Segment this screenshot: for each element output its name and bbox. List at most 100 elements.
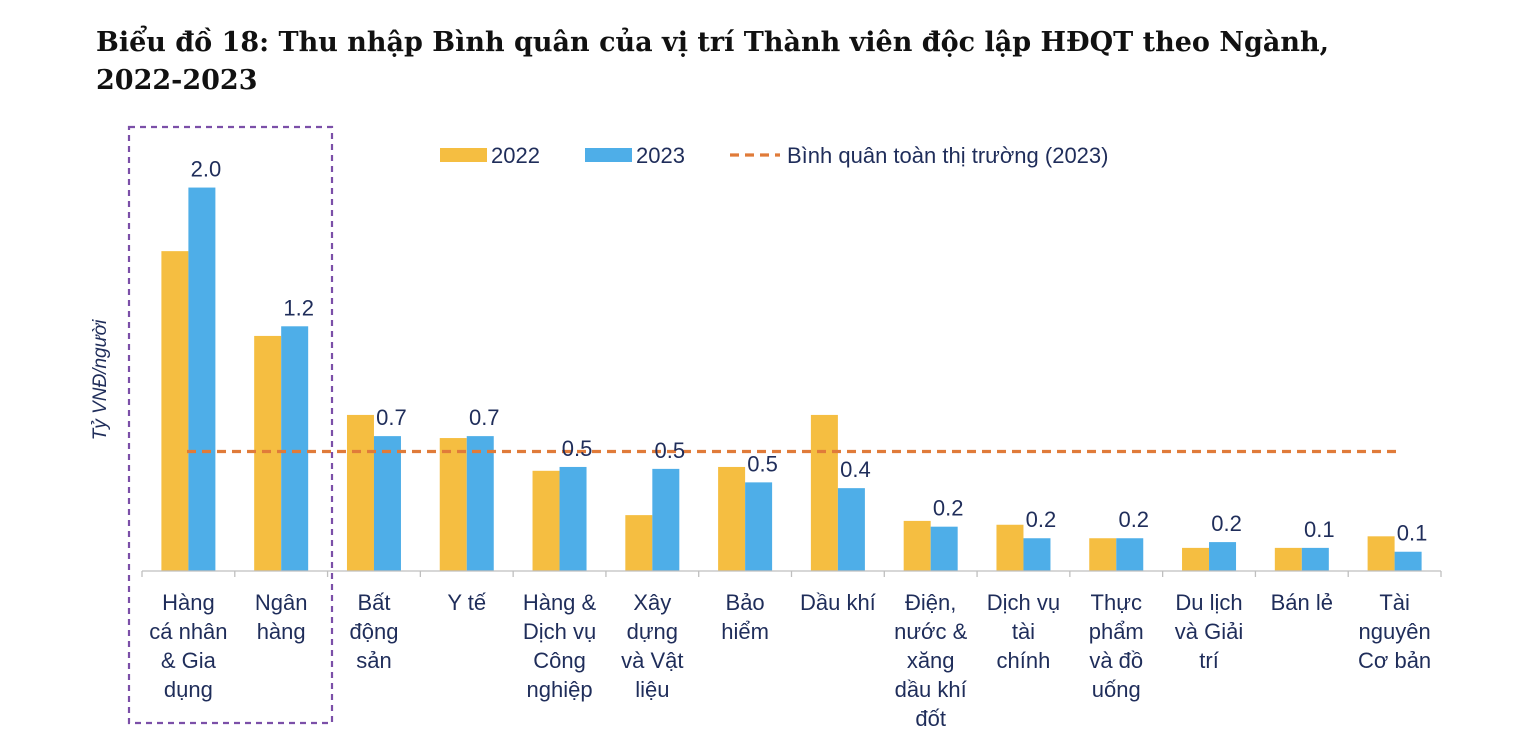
data-label-2023-5: 0.5: [655, 438, 686, 463]
category-label-line: Dịch vụ: [523, 619, 596, 644]
category-label-0: Hàng cá nhân & Gia dụng: [149, 590, 227, 702]
category-label-line: Hàng &: [523, 590, 597, 615]
bar-2023-13: [1394, 551, 1422, 571]
data-label-2023-10: 0.2: [1118, 507, 1149, 532]
category-label-line: Hàng: [162, 590, 215, 615]
category-label-5: Xây dựng và Vật liệu: [621, 590, 683, 702]
category-label-4: Hàng & Dịch vụ Công nghiệp: [523, 590, 597, 702]
category-label-10: Thực phẩm và đồ uống: [1089, 590, 1144, 702]
bar-2023-1: [281, 326, 309, 571]
category-label-line: nghiệp: [526, 677, 592, 702]
category-label-line: nước &: [894, 619, 968, 644]
category-label-line: Dịch vụ: [987, 590, 1060, 615]
data-label-2023-4: 0.5: [562, 436, 593, 461]
category-label-line: tài: [1012, 619, 1035, 644]
data-label-2023-11: 0.2: [1211, 511, 1242, 536]
category-label-line: Du lịch: [1175, 590, 1242, 615]
category-label-line: Dầu khí: [800, 590, 876, 615]
category-label-12: Bán lẻ: [1271, 590, 1333, 615]
bar-2023-10: [1116, 538, 1144, 571]
bar-2022-13: [1367, 536, 1395, 571]
chart-title-line2: 2022-2023: [96, 65, 258, 96]
category-label-line: Ngân: [255, 590, 308, 615]
bar-2022-11: [1182, 547, 1210, 571]
data-label-2023-0: 2.0: [191, 157, 222, 182]
category-label-9: Dịch vụ tài chính: [987, 590, 1060, 673]
category-label-line: Bảo: [726, 590, 765, 615]
highlight-box: [127, 125, 334, 725]
legend-label-reference: Bình quân toàn thị trường (2023): [787, 143, 1108, 168]
category-label-line: Công: [533, 648, 586, 673]
category-label-line: và Giải: [1175, 619, 1243, 644]
bar-2022-9: [996, 524, 1024, 571]
bar-2022-12: [1274, 547, 1302, 571]
bar-2023-4: [559, 466, 587, 571]
bar-2023-8: [930, 526, 958, 571]
data-label-2023-7: 0.4: [840, 457, 871, 482]
category-label-line: Bất: [357, 590, 390, 615]
category-label-line: Thực: [1091, 590, 1142, 615]
data-label-2023-12: 0.1: [1304, 517, 1335, 542]
category-label-line: Cơ bản: [1358, 648, 1431, 673]
bar-2022-0: [161, 251, 189, 571]
bar-2022-6: [718, 466, 746, 571]
bar-2023-6: [745, 482, 773, 571]
bar-2023-3: [466, 436, 494, 571]
category-label-line: dựng: [627, 619, 678, 644]
category-label-line: đốt: [915, 706, 946, 731]
data-label-2023-3: 0.7: [469, 405, 500, 430]
bar-2022-3: [439, 438, 467, 571]
bar-2022-10: [1089, 538, 1117, 571]
category-label-line: & Gia: [161, 648, 217, 673]
category-label-line: cá nhân: [149, 619, 227, 644]
data-label-2023-2: 0.7: [376, 405, 407, 430]
category-label-line: dầu khí: [895, 677, 967, 702]
bar-2023-5: [652, 468, 680, 571]
legend-swatch-2022: [440, 148, 487, 162]
bar-2023-9: [1023, 538, 1051, 571]
category-label-line: Tài: [1379, 590, 1410, 615]
bar-2022-1: [254, 335, 282, 571]
category-label-line: trí: [1199, 648, 1219, 673]
category-label-3: Y tế: [447, 590, 486, 615]
bar-2023-2: [373, 436, 401, 571]
category-label-line: và đồ: [1089, 648, 1143, 673]
category-label-line: nguyên: [1359, 619, 1431, 644]
chart-title: Biểu đồ 18: Thu nhập Bình quân của vị tr…: [96, 24, 1396, 100]
category-label-line: Y tế: [447, 590, 486, 615]
chart-title-line1: Biểu đồ 18: Thu nhập Bình quân của vị tr…: [96, 27, 1330, 58]
bar-2022-4: [532, 470, 560, 571]
category-label-2: Bất động sản: [349, 590, 398, 673]
data-label-2023-13: 0.1: [1397, 521, 1428, 546]
category-label-13: Tài nguyên Cơ bản: [1358, 590, 1431, 673]
bar-2022-5: [625, 515, 653, 571]
data-label-2023-8: 0.2: [933, 496, 964, 521]
category-label-line: xăng: [907, 648, 955, 673]
category-label-7: Dầu khí: [800, 590, 876, 615]
category-label-line: chính: [997, 648, 1051, 673]
category-label-line: hiểm: [721, 619, 769, 644]
category-label-11: Du lịch và Giải trí: [1175, 590, 1243, 673]
bar-2022-2: [346, 414, 374, 571]
legend-swatch-2023: [585, 148, 632, 162]
bar-2023-12: [1301, 547, 1329, 571]
category-label-line: Xây: [633, 590, 671, 615]
category-label-line: phẩm: [1089, 619, 1144, 644]
category-label-line: sản: [356, 648, 391, 673]
data-label-2023-9: 0.2: [1026, 507, 1057, 532]
legend-label-2023: 2023: [636, 143, 685, 168]
bar-2022-7: [810, 414, 838, 571]
bar-2023-7: [837, 488, 865, 571]
category-label-line: liệu: [635, 677, 669, 702]
category-label-line: Bán lẻ: [1271, 590, 1333, 615]
data-label-2023-1: 1.2: [283, 295, 314, 320]
category-label-line: Điện,: [905, 590, 956, 615]
category-label-8: Điện, nước & xăng dầu khí đốt: [894, 590, 968, 731]
category-label-line: và Vật: [621, 648, 683, 673]
category-label-line: hàng: [257, 619, 306, 644]
bar-2022-8: [903, 520, 931, 571]
category-label-line: động: [349, 619, 398, 644]
bar-2023-0: [188, 187, 216, 571]
category-label-6: Bảo hiểm: [721, 590, 769, 644]
